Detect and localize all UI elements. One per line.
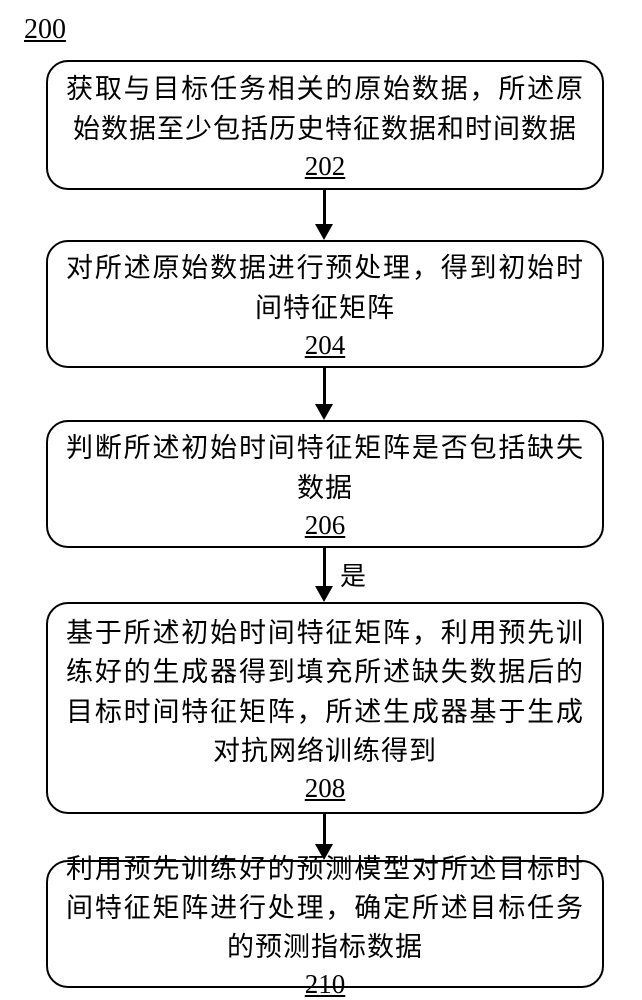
flow-node-204: 对所述原始数据进行预处理，得到初始时间特征矩阵 204 bbox=[46, 240, 604, 368]
flow-arrow-head bbox=[315, 404, 333, 420]
flow-node-text: 获取与目标任务相关的原始数据，所述原始数据至少包括历史特征数据和时间数据 bbox=[66, 70, 584, 148]
flow-node-206: 判断所述初始时间特征矩阵是否包括缺失数据 206 bbox=[46, 420, 604, 548]
figure-number: 200 bbox=[24, 14, 66, 46]
flow-node-208: 基于所述初始时间特征矩阵，利用预先训练好的生成器得到填充所述缺失数据后的目标时间… bbox=[46, 602, 604, 814]
flow-arrow bbox=[323, 190, 326, 225]
flow-node-text: 利用预先训练好的预测模型对所述目标时间特征矩阵进行处理，确定所述目标任务的预测指… bbox=[66, 850, 584, 967]
flow-node-202: 获取与目标任务相关的原始数据，所述原始数据至少包括历史特征数据和时间数据 202 bbox=[46, 60, 604, 190]
flow-arrow-head bbox=[315, 224, 333, 240]
flow-node-210: 利用预先训练好的预测模型对所述目标时间特征矩阵进行处理，确定所述目标任务的预测指… bbox=[46, 860, 604, 988]
flow-node-text: 对所述原始数据进行预处理，得到初始时间特征矩阵 bbox=[66, 249, 584, 327]
flow-arrow bbox=[323, 814, 326, 846]
flow-node-num: 208 bbox=[305, 773, 346, 804]
flow-node-num: 206 bbox=[305, 510, 346, 541]
flow-node-num: 202 bbox=[305, 151, 346, 182]
flow-arrow bbox=[323, 368, 326, 405]
flow-arrow bbox=[323, 548, 326, 588]
flow-node-num: 204 bbox=[305, 330, 346, 361]
flow-node-text: 判断所述初始时间特征矩阵是否包括缺失数据 bbox=[66, 429, 584, 507]
flow-node-num: 210 bbox=[305, 969, 346, 1000]
flowchart-container: 200 获取与目标任务相关的原始数据，所述原始数据至少包括历史特征数据和时间数据… bbox=[0, 0, 642, 1000]
flow-arrow-head bbox=[315, 586, 333, 602]
flow-edge-label-yes: 是 bbox=[340, 556, 366, 593]
flow-node-text: 基于所述初始时间特征矩阵，利用预先训练好的生成器得到填充所述缺失数据后的目标时间… bbox=[66, 614, 584, 771]
